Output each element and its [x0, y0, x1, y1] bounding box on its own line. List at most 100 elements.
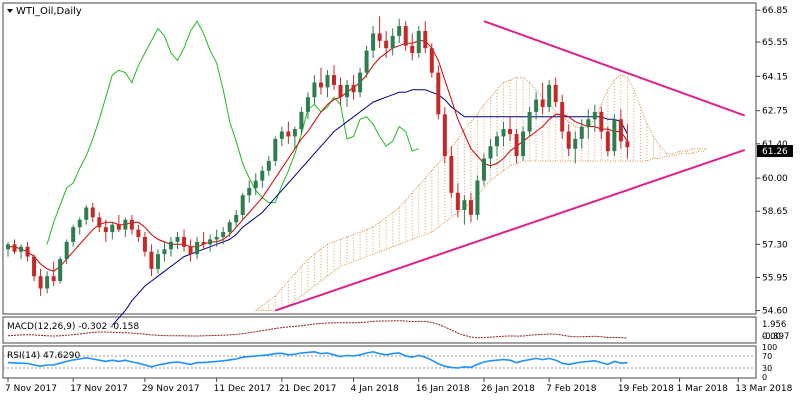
candle-bull: [612, 119, 617, 152]
candle-bull: [19, 246, 24, 252]
candle-bull: [214, 236, 219, 240]
candle-bear: [455, 192, 460, 210]
candle-bull: [221, 232, 226, 237]
candle-bull: [162, 249, 167, 255]
candle-bull: [325, 75, 330, 88]
candle-bull: [488, 146, 493, 159]
candle-bear: [129, 219, 134, 230]
date-tick-label: 4 Jan 2018: [351, 384, 399, 394]
rsi-line: [7, 350, 628, 369]
candle-bear: [116, 224, 121, 230]
candle-bull: [462, 200, 467, 210]
candle-bull: [234, 214, 239, 223]
candle-bear: [97, 217, 102, 228]
date-tick-label: 29 Nov 2017: [142, 384, 200, 394]
rsi-tick-label: 100: [762, 343, 777, 352]
candle-bull: [273, 138, 278, 161]
candle-bear: [149, 251, 154, 269]
candle-bull: [84, 207, 89, 220]
rsi-tick-label: 70: [762, 352, 772, 361]
price-tick-label: 55.95: [762, 273, 788, 283]
candle-bull: [416, 30, 421, 54]
candle-bear: [566, 131, 571, 149]
candle-bear: [142, 236, 147, 252]
date-tick-label: 13 Mar 2018: [735, 384, 792, 394]
candle-bear: [605, 131, 610, 152]
candle-bull: [305, 97, 310, 112]
candle-bull: [527, 111, 532, 132]
candle-bull: [110, 224, 115, 233]
candle-bear: [429, 48, 434, 73]
candle-bear: [403, 26, 408, 46]
price-tick-label: 64.15: [762, 72, 788, 82]
candle-bear: [449, 156, 454, 193]
candle-bull: [155, 254, 160, 269]
rsi-label: RSI(14) 47.6290: [7, 351, 80, 361]
chikou-span-line: [46, 20, 419, 245]
price-tick-label: 62.75: [762, 107, 788, 117]
candle-bear: [625, 141, 630, 148]
candle-bull: [175, 236, 180, 242]
candle-bull: [195, 241, 200, 255]
candle-bull: [6, 244, 10, 250]
macd-tick-label: -0.897: [762, 332, 789, 342]
date-tick-label: 7 Nov 2017: [5, 384, 57, 394]
candle-bull: [71, 227, 76, 242]
date-tick-label: 17 Nov 2017: [70, 384, 128, 394]
candle-bull: [299, 111, 304, 130]
candle-bear: [553, 84, 558, 103]
candle-bull: [227, 222, 232, 233]
price-tick-label: 61.40: [762, 140, 788, 150]
rsi-tick-label: 0: [762, 373, 767, 382]
candle-bull: [592, 111, 597, 120]
candle-bull: [45, 276, 50, 289]
candle-bull: [495, 136, 499, 147]
candle-bull: [481, 158, 486, 181]
price-tick-label: 66.85: [762, 6, 788, 16]
candle-bull: [169, 241, 173, 250]
candle-bear: [410, 45, 415, 54]
candle-bear: [12, 244, 17, 252]
candle-bull: [279, 131, 284, 139]
macd-tick-label: 0.00: [762, 332, 781, 342]
candle-bull: [208, 239, 213, 245]
candle-bull: [240, 195, 245, 215]
candle-bull: [77, 219, 82, 228]
trendline-upper: [483, 20, 746, 117]
candle-bear: [318, 82, 323, 88]
date-tick-label: 26 Jan 2018: [481, 384, 535, 394]
candle-bear: [338, 84, 343, 98]
candle-bull: [247, 187, 252, 196]
price-tick-label: 54.60: [762, 307, 788, 317]
candle-bull: [64, 241, 69, 260]
candle-bear: [436, 72, 441, 115]
chart-title: WTI_Oil,Daily: [16, 6, 82, 17]
candle-bull: [123, 219, 128, 230]
price-tick-label: 60.00: [762, 174, 788, 184]
candle-bull: [521, 131, 526, 157]
candle-bear: [182, 236, 187, 247]
candle-bear: [377, 33, 382, 41]
candle-bear: [423, 30, 428, 49]
rsi-panel-frame: [2, 345, 757, 379]
candle-bear: [201, 241, 206, 245]
candle-bull: [547, 84, 552, 107]
candle-bull: [358, 72, 363, 93]
date-tick-label: 7 Feb 2018: [546, 384, 597, 394]
date-tick-label: 21 Dec 2017: [279, 384, 337, 394]
candle-bull: [58, 259, 63, 282]
candle-bull: [266, 160, 271, 171]
price-tick-label: 58.65: [762, 207, 788, 217]
date-tick-label: 19 Feb 2018: [618, 384, 674, 394]
candle-bear: [51, 276, 56, 282]
candle-bear: [103, 227, 108, 233]
candle-bear: [25, 246, 30, 257]
candle-bear: [442, 114, 447, 157]
candle-bull: [475, 180, 480, 215]
candle-bull: [573, 138, 578, 149]
date-tick-label: 16 Jan 2018: [416, 384, 470, 394]
current-price-badge: [757, 145, 793, 157]
triangle-down-icon[interactable]: [7, 9, 13, 13]
